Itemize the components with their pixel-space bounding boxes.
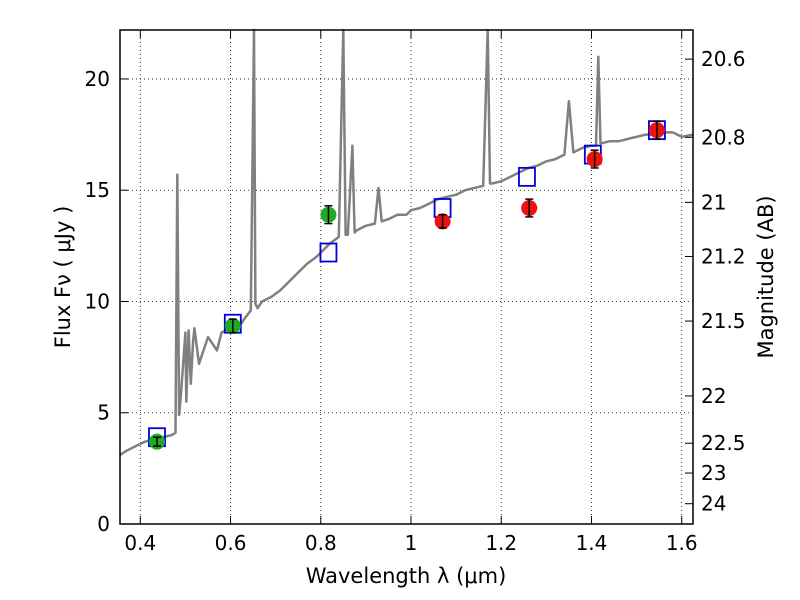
- mag-tick-label: 23: [701, 461, 726, 485]
- mag-tick-label: 22.5: [701, 431, 746, 455]
- x-tick-label: 0.6: [215, 531, 247, 555]
- plot-area: [119, 28, 694, 457]
- mag-tick-label: 21.2: [701, 244, 746, 268]
- mag-tick-label: 22: [701, 384, 726, 408]
- plot-frame: [119, 29, 694, 525]
- mag-tick-label: 21.5: [701, 309, 746, 333]
- y-axis-label-left: Flux Fν ( μJy ): [51, 206, 75, 349]
- y-axis-label-right: Magnitude (AB): [754, 195, 778, 358]
- y-tick-label: 10: [85, 289, 110, 313]
- x-tick-label: 1.6: [666, 531, 698, 555]
- model-point: [319, 242, 338, 263]
- x-tick-label: 1.4: [576, 531, 608, 555]
- x-tick-label: 1: [405, 531, 418, 555]
- x-tick-label: 1.2: [485, 531, 517, 555]
- model-point: [518, 166, 536, 187]
- grid: [120, 30, 693, 524]
- y-tick-label: 5: [97, 401, 110, 425]
- y-tick-label: 0: [97, 512, 110, 536]
- x-tick-label: 0.8: [305, 531, 337, 555]
- x-axis-label: Wavelength λ (μm): [306, 564, 507, 588]
- x-tick-label: 0.4: [124, 531, 156, 555]
- mag-tick-label: 24: [701, 492, 726, 516]
- axes: 0.4 0.6 0.8 1 1.2 1.4 1.6 0 5 10 15 20 20.6 20.8 21 21.…: [85, 30, 746, 555]
- y-tick-label: 20: [85, 67, 110, 91]
- y-tick-label: 15: [85, 178, 110, 202]
- mag-tick-label: 20.8: [701, 125, 746, 149]
- mag-tick-label: 20.6: [701, 47, 746, 71]
- mag-tick-label: 21: [701, 190, 726, 214]
- spectrum-line: [119, 28, 694, 457]
